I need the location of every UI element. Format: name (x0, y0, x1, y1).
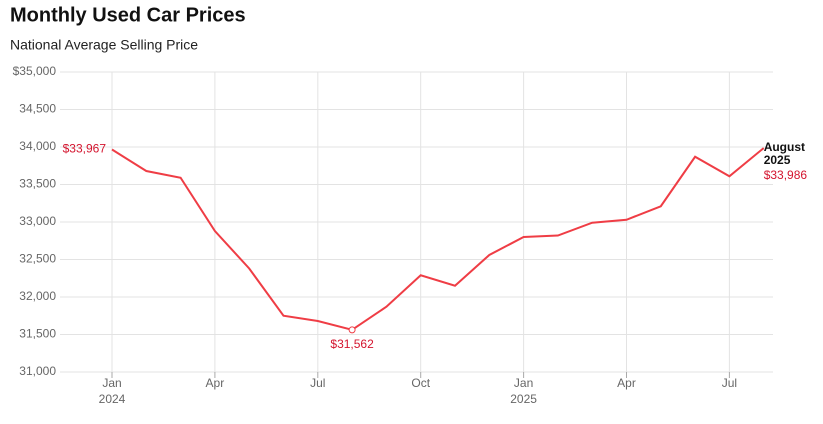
x-year-label: 2024 (99, 392, 126, 406)
end-label: 2025 (764, 153, 791, 167)
x-tick-label: Jul (310, 376, 325, 390)
value-label: $33,967 (63, 142, 107, 156)
y-tick-label: 33,000 (19, 214, 56, 228)
y-tick-label: 32,000 (19, 289, 56, 303)
x-tick-label: Apr (206, 376, 225, 390)
x-tick-label: Oct (411, 376, 430, 390)
x-year-label: 2025 (510, 392, 537, 406)
end-label: August (764, 140, 805, 154)
y-tick-label: $35,000 (13, 64, 57, 78)
y-tick-label: 34,000 (19, 139, 56, 153)
chart-subtitle: National Average Selling Price (10, 37, 198, 53)
line (111, 147, 765, 331)
y-tick-label: 33,500 (19, 177, 56, 191)
x-tick-label: Jul (722, 376, 737, 390)
value-label: $31,562 (330, 337, 374, 351)
x-tick-label: Apr (617, 376, 636, 390)
y-tick-label: 31,500 (19, 327, 56, 341)
y-tick-label: 31,000 (19, 364, 56, 378)
value-label: $33,986 (764, 168, 808, 182)
min-marker (348, 326, 356, 334)
chart-title: Monthly Used Car Prices (10, 4, 246, 26)
x-tick-label: Jan (514, 376, 533, 390)
x-tick-label: Jan (102, 376, 121, 390)
y-tick-label: 32,500 (19, 252, 56, 266)
y-tick-label: 34,500 (19, 102, 56, 116)
